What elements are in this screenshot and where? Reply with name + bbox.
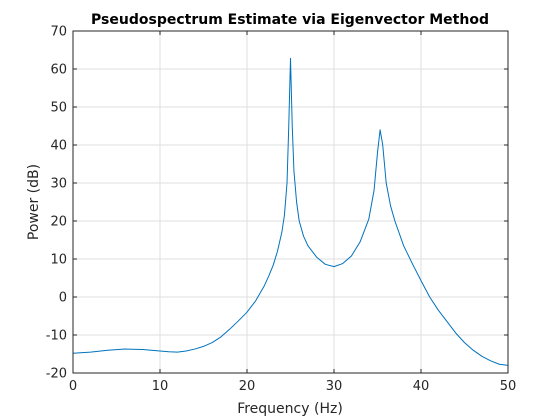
y-tick-label: 60 bbox=[50, 63, 67, 78]
y-tick-label: -20 bbox=[46, 367, 67, 382]
plot-area bbox=[73, 31, 508, 373]
chart-title: Pseudospectrum Estimate via Eigenvector … bbox=[91, 12, 489, 28]
spectrum-line bbox=[72, 57, 509, 366]
x-tick-label: 20 bbox=[239, 379, 256, 394]
y-tick-label: 0 bbox=[59, 291, 67, 306]
x-tick-label: 50 bbox=[500, 379, 517, 394]
x-axis-label: Frequency (Hz) bbox=[237, 401, 343, 417]
y-tick-label: 50 bbox=[50, 101, 67, 116]
x-tick-label: 30 bbox=[326, 379, 343, 394]
y-tick-label: 20 bbox=[50, 215, 67, 230]
y-tick-label: 40 bbox=[50, 139, 67, 154]
y-tick-labels: -20 -10 0 10 20 30 40 50 60 70 bbox=[46, 25, 67, 382]
x-tick-label: 10 bbox=[152, 379, 169, 394]
y-tick-label: -10 bbox=[46, 329, 67, 344]
x-tick-labels: 0 10 20 30 40 50 bbox=[69, 379, 516, 394]
y-axis-label: Power (dB) bbox=[26, 164, 42, 240]
axes-box bbox=[72, 30, 509, 374]
grid-lines bbox=[73, 31, 508, 373]
series-layer bbox=[72, 57, 509, 366]
y-tick-label: 10 bbox=[50, 253, 67, 268]
x-tick-label: 0 bbox=[69, 379, 77, 394]
x-tick-label: 40 bbox=[413, 379, 430, 394]
y-tick-label: 30 bbox=[50, 177, 67, 192]
ticks bbox=[72, 30, 509, 374]
y-tick-label: 70 bbox=[50, 25, 67, 40]
